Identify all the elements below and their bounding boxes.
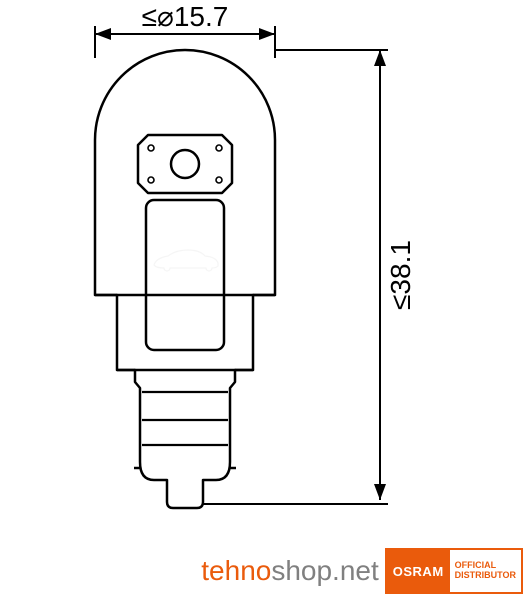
osram-badge: OSRAM OFFICIAL DISTRIBUTOR xyxy=(385,548,523,594)
diagram-canvas: ≤⌀15.7 ≤38.1 tehnoshop.net OSRAM OFFICIAL… xyxy=(0,0,529,600)
footer: tehnoshop.net OSRAM OFFICIAL DISTRIBUTOR xyxy=(201,548,523,594)
site-logo-rest: shop.net xyxy=(271,555,378,587)
osram-distributor: OFFICIAL DISTRIBUTOR xyxy=(450,550,521,592)
osram-brand: OSRAM xyxy=(387,550,450,592)
dim-top-label: ≤⌀15.7 xyxy=(142,1,229,32)
osram-line2: DISTRIBUTOR xyxy=(455,571,516,581)
dim-right-label: ≤38.1 xyxy=(385,240,416,310)
site-logo-accent: tehno xyxy=(201,555,271,587)
bulb-drawing: ≤⌀15.7 ≤38.1 xyxy=(0,0,529,600)
site-logo: tehnoshop.net xyxy=(201,548,385,594)
